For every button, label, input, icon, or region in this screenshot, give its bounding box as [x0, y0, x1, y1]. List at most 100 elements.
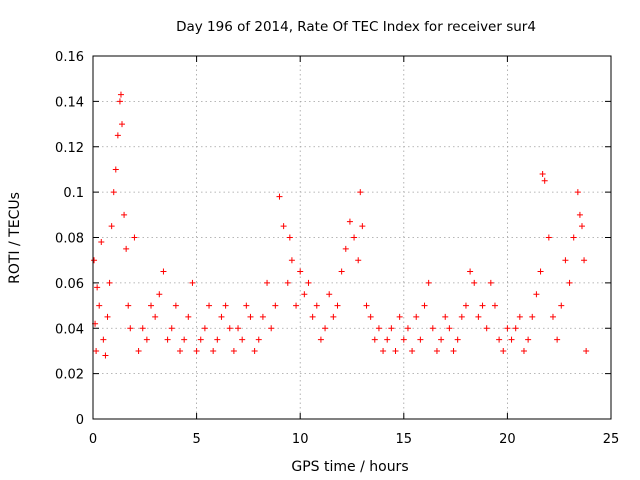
x-tick-label: 5 — [192, 432, 200, 447]
data-point — [409, 347, 416, 354]
data-point — [512, 325, 519, 332]
data-point — [504, 325, 511, 332]
data-point — [102, 352, 109, 359]
x-tick-labels: 0 5 10 15 20 25 — [89, 432, 619, 447]
data-point — [346, 218, 353, 225]
data-point — [168, 325, 175, 332]
data-point — [342, 245, 349, 252]
data-point — [93, 347, 100, 354]
y-axis-label: ROTI / TECUs — [7, 192, 23, 284]
data-point — [293, 302, 300, 309]
data-point — [454, 336, 461, 343]
data-point — [230, 347, 237, 354]
data-point — [380, 347, 387, 354]
data-point — [570, 234, 577, 241]
data-point — [429, 325, 436, 332]
data-point — [404, 325, 411, 332]
data-point — [537, 268, 544, 275]
data-point — [396, 313, 403, 320]
data-point — [520, 347, 527, 354]
data-point — [135, 347, 142, 354]
data-point — [467, 268, 474, 275]
y-tick-label: 0.02 — [55, 368, 84, 383]
data-point — [91, 257, 98, 264]
data-point — [143, 336, 150, 343]
data-point — [218, 313, 225, 320]
data-point — [541, 177, 548, 184]
data-point — [100, 336, 107, 343]
data-point — [413, 313, 420, 320]
data-point — [268, 325, 275, 332]
y-tick-label: 0.08 — [55, 232, 84, 247]
data-point — [508, 336, 515, 343]
data-point — [193, 347, 200, 354]
data-point — [127, 325, 134, 332]
data-point — [578, 223, 585, 230]
data-point — [475, 313, 482, 320]
data-point — [222, 302, 229, 309]
data-point — [251, 347, 258, 354]
data-point — [554, 336, 561, 343]
data-point — [305, 279, 312, 286]
data-point — [558, 302, 565, 309]
data-point — [529, 313, 536, 320]
data-point — [357, 189, 364, 196]
data-point — [301, 291, 308, 298]
data-point — [226, 325, 233, 332]
data-point — [576, 211, 583, 218]
x-tick-label: 25 — [603, 432, 620, 447]
data-point — [117, 91, 124, 98]
data-point — [549, 313, 556, 320]
y-tick-label: 0.12 — [55, 141, 84, 156]
data-point — [425, 279, 432, 286]
data-point — [210, 347, 217, 354]
data-point — [160, 268, 167, 275]
data-point — [330, 313, 337, 320]
data-point — [280, 223, 287, 230]
data-point — [388, 325, 395, 332]
data-point — [94, 284, 101, 291]
data-point — [116, 98, 123, 105]
x-tick-label: 0 — [89, 432, 97, 447]
data-point — [235, 325, 242, 332]
x-axis-label: GPS time / hours — [291, 459, 408, 475]
data-point — [442, 313, 449, 320]
data-point — [334, 302, 341, 309]
y-tick-labels: 0 0.02 0.04 0.06 0.08 0.1 0.12 0.14 0.16 — [55, 50, 84, 428]
data-point — [272, 302, 279, 309]
data-point — [539, 170, 546, 177]
grid — [93, 56, 611, 419]
data-point — [433, 347, 440, 354]
data-point — [164, 336, 171, 343]
data-point — [351, 234, 358, 241]
data-point — [500, 347, 507, 354]
data-point — [309, 313, 316, 320]
y-tick-label: 0.06 — [55, 277, 84, 292]
data-point — [247, 313, 254, 320]
data-point — [384, 336, 391, 343]
y-tick-label: 0.14 — [55, 95, 84, 110]
data-point — [450, 347, 457, 354]
data-point — [458, 313, 465, 320]
data-point — [392, 347, 399, 354]
data-point — [206, 302, 213, 309]
data-point — [496, 336, 503, 343]
y-tick-label: 0 — [76, 413, 84, 428]
data-point — [264, 279, 271, 286]
x-tick-label: 15 — [396, 432, 413, 447]
x-tick-label: 10 — [292, 432, 309, 447]
data-point — [152, 313, 159, 320]
data-point — [317, 336, 324, 343]
data-point — [359, 223, 366, 230]
data-point — [438, 336, 445, 343]
data-point — [462, 302, 469, 309]
data-point — [131, 234, 138, 241]
data-point — [297, 268, 304, 275]
data-point — [363, 302, 370, 309]
data-point — [446, 325, 453, 332]
data-point — [400, 336, 407, 343]
data-point — [562, 257, 569, 264]
data-point — [417, 336, 424, 343]
data-point — [288, 257, 295, 264]
